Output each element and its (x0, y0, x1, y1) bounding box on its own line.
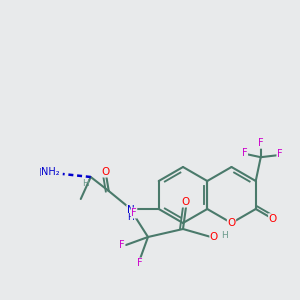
Text: N: N (127, 205, 135, 215)
Text: H: H (82, 178, 89, 188)
Text: O: O (102, 167, 110, 177)
Text: NH₂: NH₂ (39, 168, 58, 178)
Text: O: O (210, 232, 218, 242)
Text: H: H (128, 213, 134, 222)
Text: H: H (222, 232, 228, 241)
Text: F: F (242, 148, 247, 158)
Text: F: F (131, 208, 137, 218)
Text: O: O (268, 214, 277, 224)
Text: F: F (277, 149, 283, 159)
Text: F: F (137, 258, 143, 268)
Text: F: F (119, 240, 125, 250)
Text: O: O (182, 197, 190, 207)
Text: F: F (258, 138, 264, 148)
Text: NH₂: NH₂ (41, 167, 60, 177)
Text: O: O (227, 218, 236, 228)
